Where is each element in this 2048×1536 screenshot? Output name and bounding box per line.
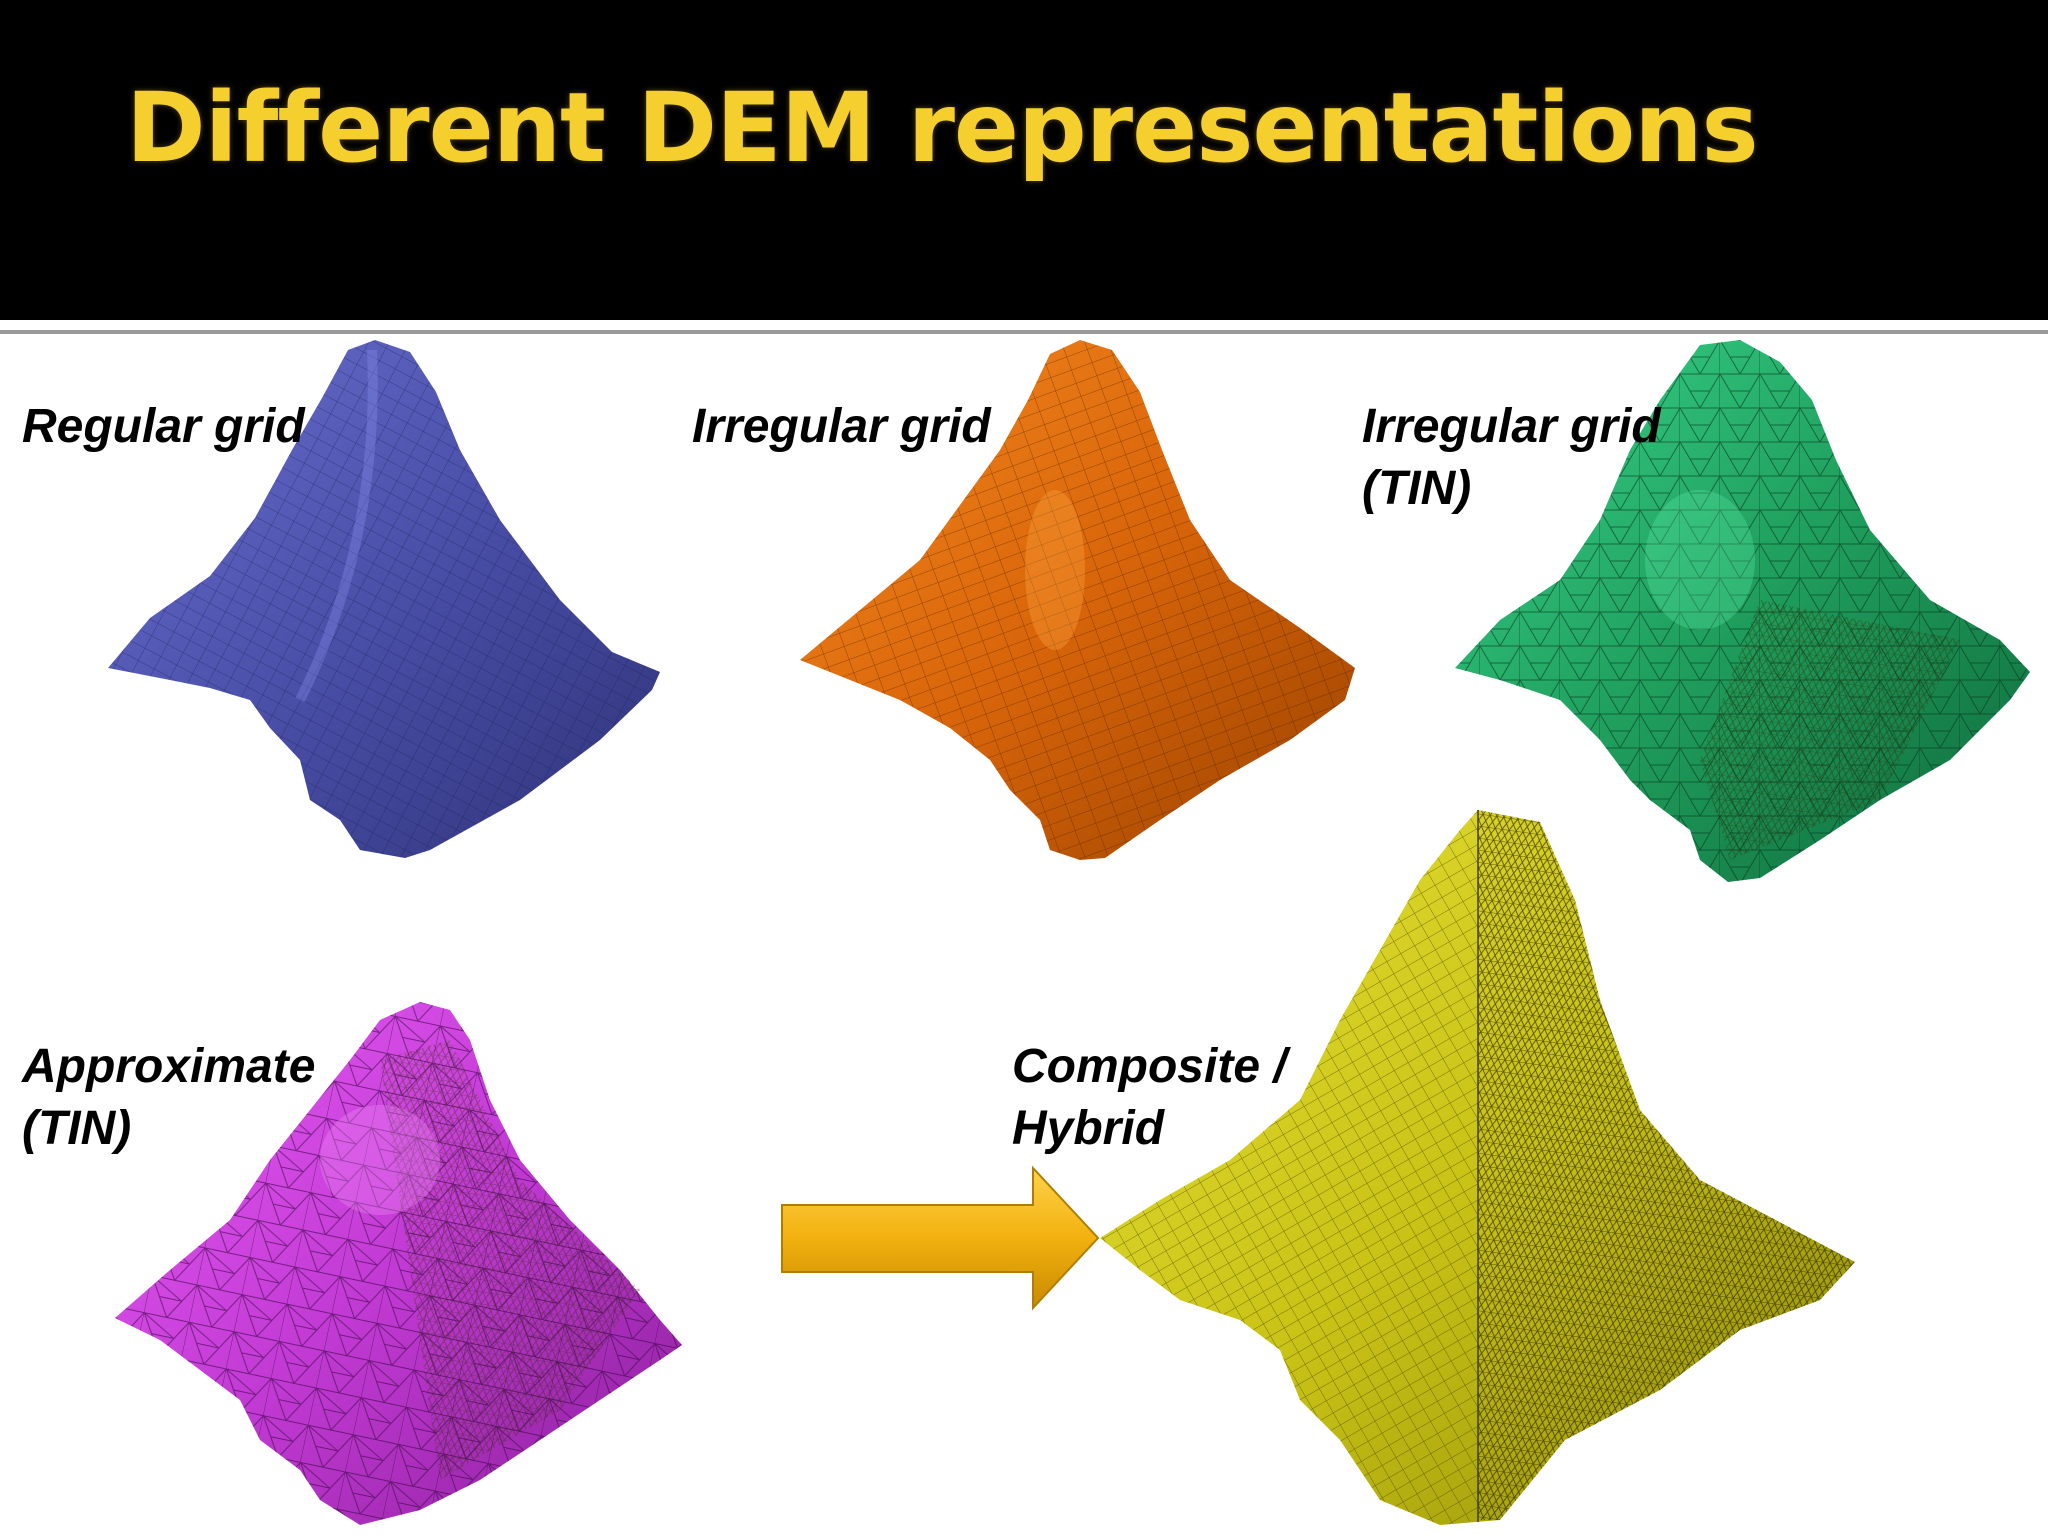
approximate-tin-surface (115, 1002, 682, 1525)
arrow-shape (781, 1165, 1100, 1311)
composite-hybrid-surface (1100, 810, 1855, 1525)
label-irregular-grid-tin: Irregular grid (TIN) (1362, 396, 1661, 520)
regular-grid-surface (108, 340, 660, 858)
label-line: Approximate (22, 1040, 316, 1093)
label-line: Hybrid (1012, 1102, 1165, 1155)
divider-line (0, 330, 2048, 334)
label-line: Irregular grid (1362, 400, 1661, 453)
label-approximate-tin: Approximate (TIN) (22, 1036, 315, 1160)
label-line: (TIN) (1362, 462, 1472, 515)
label-line: (TIN) (22, 1102, 132, 1155)
label-line: Irregular grid (692, 400, 991, 453)
label-line: Regular grid (22, 400, 305, 453)
label-composite-hybrid: Composite / Hybrid (1012, 1036, 1287, 1160)
label-line: Composite / (1012, 1040, 1287, 1093)
irregular-grid-surface (800, 340, 1355, 860)
irregular-grid-tin-surface (1455, 340, 2030, 882)
label-irregular-grid: Irregular grid (692, 396, 991, 458)
slide-title: Different DEM representations (126, 72, 1759, 184)
label-regular-grid: Regular grid (22, 396, 305, 458)
title-bar: Different DEM representations (0, 0, 2048, 320)
